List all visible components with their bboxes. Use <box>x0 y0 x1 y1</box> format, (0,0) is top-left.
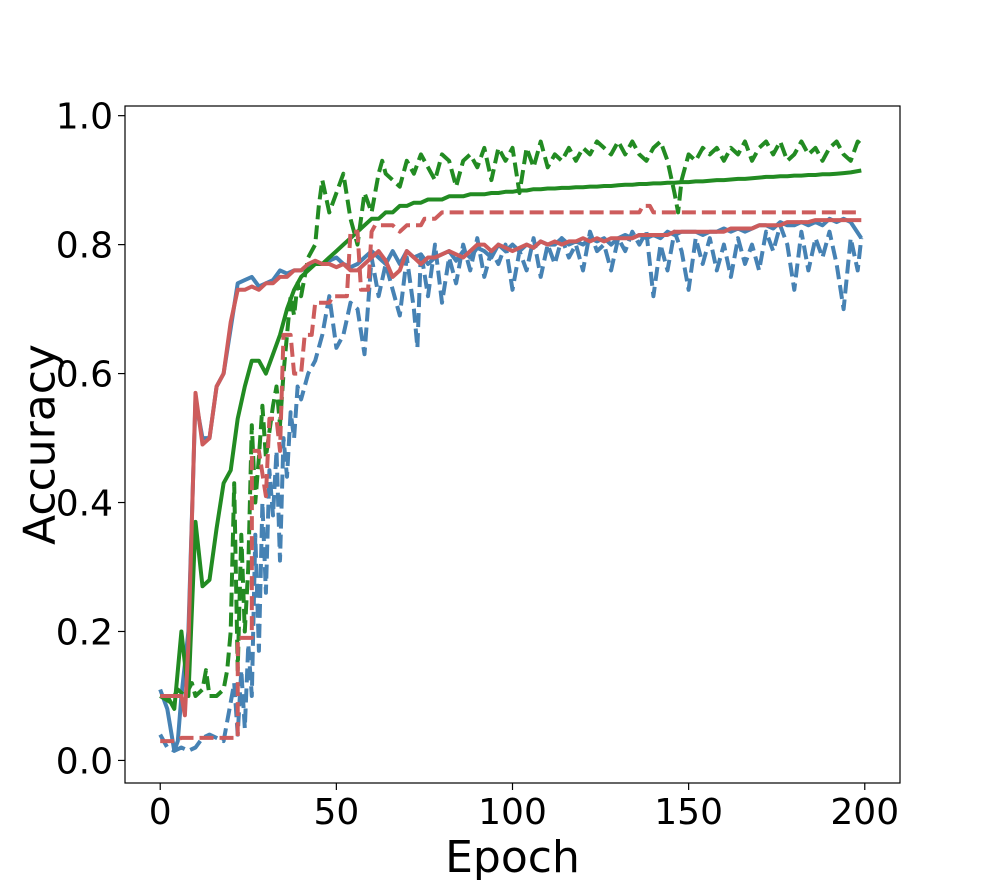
y-tick-label: 0.2 <box>56 612 113 653</box>
y-tick-label: 0.0 <box>56 741 113 782</box>
x-tick-label: 100 <box>478 792 547 833</box>
y-tick-label: 1.0 <box>56 97 113 138</box>
y-tick-label: 0.8 <box>56 226 113 267</box>
series-line-5 <box>160 203 862 744</box>
y-axis-label: Accuracy <box>15 344 66 545</box>
series-line-4 <box>160 168 862 711</box>
x-tick-label: 150 <box>654 792 723 833</box>
x-axis-label: Epoch <box>445 832 580 880</box>
series-line-6 <box>160 218 862 718</box>
x-tick-label: 0 <box>149 792 172 833</box>
y-tick-label: 0.6 <box>56 355 113 396</box>
y-axis-ticks: 0.0 0.2 0.4 0.6 0.8 1.0 <box>56 97 125 782</box>
series-line-3 <box>159 139 863 705</box>
x-tick-label: 50 <box>313 792 359 833</box>
x-axis-ticks: 0 50 100 150 200 <box>149 783 899 833</box>
y-tick-label: 0.4 <box>56 484 113 525</box>
x-tick-label: 200 <box>830 792 899 833</box>
series-layer <box>158 139 864 753</box>
